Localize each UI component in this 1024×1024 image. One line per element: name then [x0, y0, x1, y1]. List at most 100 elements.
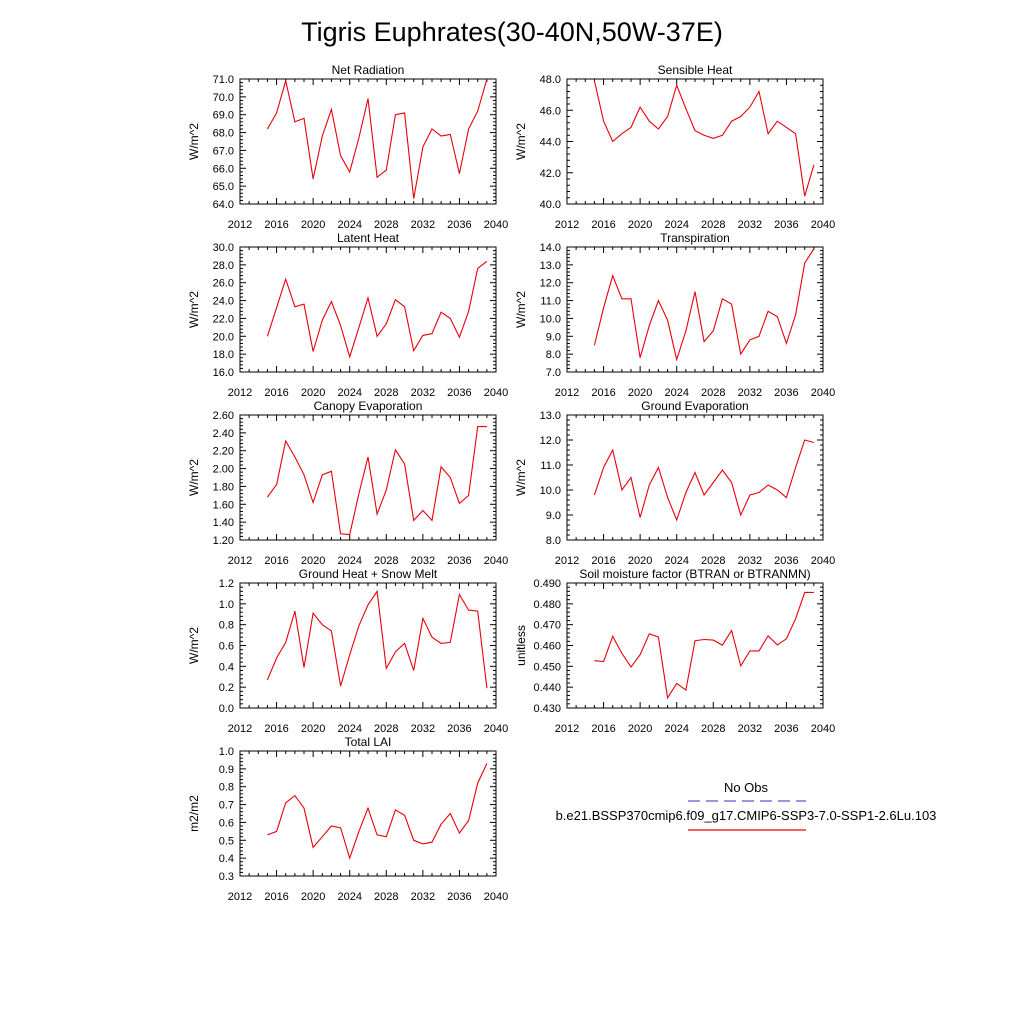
x-tick-label: 2012 [228, 723, 252, 735]
y-tick-label: 0.8 [219, 620, 234, 632]
series-line-ground-heat-snow-melt [266, 589, 488, 689]
series-line-transpiration [593, 248, 815, 362]
plot-frame [566, 414, 824, 541]
panel-title: Soil moisture factor (BTRAN or BTRANMN) [579, 567, 810, 581]
y-tick-label: 0.9 [219, 764, 234, 776]
x-tick-label: 2020 [628, 387, 652, 399]
x-tick-label: 2040 [484, 387, 508, 399]
x-tick-label: 2028 [374, 387, 398, 399]
series-line-latent-heat [266, 260, 488, 359]
series-line-total-lai [267, 763, 488, 860]
x-tick-label: 2036 [774, 387, 798, 399]
x-tick-label: 2012 [555, 387, 579, 399]
y-tick-label: 0.6 [219, 641, 234, 653]
x-tick-label: 2012 [228, 387, 252, 399]
y-tick-label: 1.80 [213, 481, 234, 493]
x-tick-label: 2032 [411, 555, 435, 567]
y-tick-label: 67.0 [213, 145, 234, 157]
y-tick-label: 0.470 [533, 620, 561, 632]
x-tick-label: 2016 [264, 891, 288, 903]
x-tick-label: 2020 [628, 555, 652, 567]
y-tick-label: 16.0 [213, 367, 234, 379]
x-tick-label: 2032 [411, 387, 435, 399]
x-tick-label: 2020 [301, 891, 325, 903]
x-tick-label: 2040 [484, 723, 508, 735]
x-tick-label: 2036 [447, 555, 471, 567]
panel-transpiration: Transpiration 2012 2016 2020 2024 2028 2032 203… [514, 231, 835, 399]
panel-net-radiation: Net Radiation 2012 2016 2020 2024 2028 2032 203… [187, 63, 508, 231]
panel-title: Transpiration [660, 231, 730, 245]
y-tick-label: 11.0 [540, 296, 561, 308]
y-tick-label: 20.0 [213, 331, 234, 343]
y-tick-label: 0.6 [219, 817, 234, 829]
y-tick-label: 22.0 [213, 313, 234, 325]
y-tick-label: 48.0 [540, 74, 561, 86]
plot-frame [239, 78, 497, 205]
series-line-ground-evaporation [593, 439, 815, 522]
y-axis-label: W/m^2 [187, 291, 201, 328]
series-line-net-radiation [266, 78, 488, 199]
x-tick-label: 2032 [738, 723, 762, 735]
x-tick-label: 2028 [374, 891, 398, 903]
x-tick-label: 2012 [228, 219, 252, 231]
y-tick-label: 8.0 [546, 535, 561, 547]
x-tick-label: 2012 [555, 723, 579, 735]
x-tick-label: 2024 [337, 387, 361, 399]
x-tick-label: 2032 [411, 219, 435, 231]
y-tick-label: 0.490 [533, 578, 561, 590]
y-tick-label: 71.0 [213, 74, 234, 86]
panel-title: Latent Heat [337, 231, 400, 245]
panel-title: Canopy Evaporation [314, 399, 423, 413]
y-tick-label: 68.0 [213, 128, 234, 140]
x-tick-label: 2016 [591, 723, 615, 735]
x-tick-label: 2040 [484, 891, 508, 903]
x-tick-label: 2012 [228, 555, 252, 567]
y-tick-label: 1.20 [213, 535, 234, 547]
panel-ground-heat-snow-melt: Ground Heat + Snow Melt 2012 2016 2020 2024 2… [187, 567, 508, 735]
panel-ground-evaporation: Ground Evaporation 2012 2016 2020 2024 2028 20… [514, 399, 835, 567]
y-tick-label: 0.8 [219, 782, 234, 794]
x-tick-label: 2020 [301, 723, 325, 735]
legend-obs-label: No Obs [724, 780, 769, 795]
x-tick-label: 2024 [337, 891, 361, 903]
x-tick-label: 2020 [628, 219, 652, 231]
x-tick-label: 2036 [774, 219, 798, 231]
x-tick-label: 2032 [411, 891, 435, 903]
y-tick-label: 0.2 [219, 682, 234, 694]
y-tick-label: 10.0 [540, 313, 561, 325]
y-tick-label: 10.0 [540, 485, 561, 497]
y-tick-label: 0.450 [533, 661, 561, 673]
y-tick-label: 12.0 [540, 278, 561, 290]
y-tick-label: 0.5 [219, 835, 234, 847]
y-tick-label: 24.0 [213, 296, 234, 308]
x-tick-label: 2040 [484, 555, 508, 567]
y-tick-label: 1.0 [219, 599, 234, 611]
panel-title: Ground Evaporation [641, 399, 748, 413]
x-tick-label: 2036 [447, 891, 471, 903]
x-tick-label: 2020 [628, 723, 652, 735]
x-tick-label: 2024 [664, 387, 688, 399]
y-tick-label: 0.4 [219, 853, 234, 865]
plot-frame [239, 246, 497, 373]
y-tick-label: 0.430 [533, 703, 561, 715]
y-tick-label: 26.0 [213, 278, 234, 290]
panels: Net Radiation 2012 2016 2020 2024 2028 2032 203… [187, 63, 835, 903]
y-tick-label: 8.0 [546, 349, 561, 361]
x-tick-label: 2032 [738, 555, 762, 567]
x-tick-label: 2036 [447, 723, 471, 735]
x-tick-label: 2020 [301, 219, 325, 231]
legend: No Obs b.e21.BSSP370cmip6.f09_g17.CMIP6-… [556, 780, 936, 831]
y-tick-label: 1.0 [219, 746, 234, 758]
series-line-soil-moisture-factor-btran-or-btranmn [594, 591, 814, 700]
x-tick-label: 2016 [591, 555, 615, 567]
plot-frame [239, 750, 497, 877]
y-tick-label: 0.0 [219, 703, 234, 715]
panel-title: Total LAI [345, 735, 392, 749]
y-tick-label: 30.0 [213, 242, 234, 254]
y-tick-label: 9.0 [546, 510, 561, 522]
panel-latent-heat: Latent Heat 2012 2016 2020 2024 2028 2032 2036 2… [187, 231, 508, 399]
x-tick-label: 2036 [774, 555, 798, 567]
y-tick-label: 0.3 [219, 871, 234, 883]
plot-frame [566, 582, 824, 709]
